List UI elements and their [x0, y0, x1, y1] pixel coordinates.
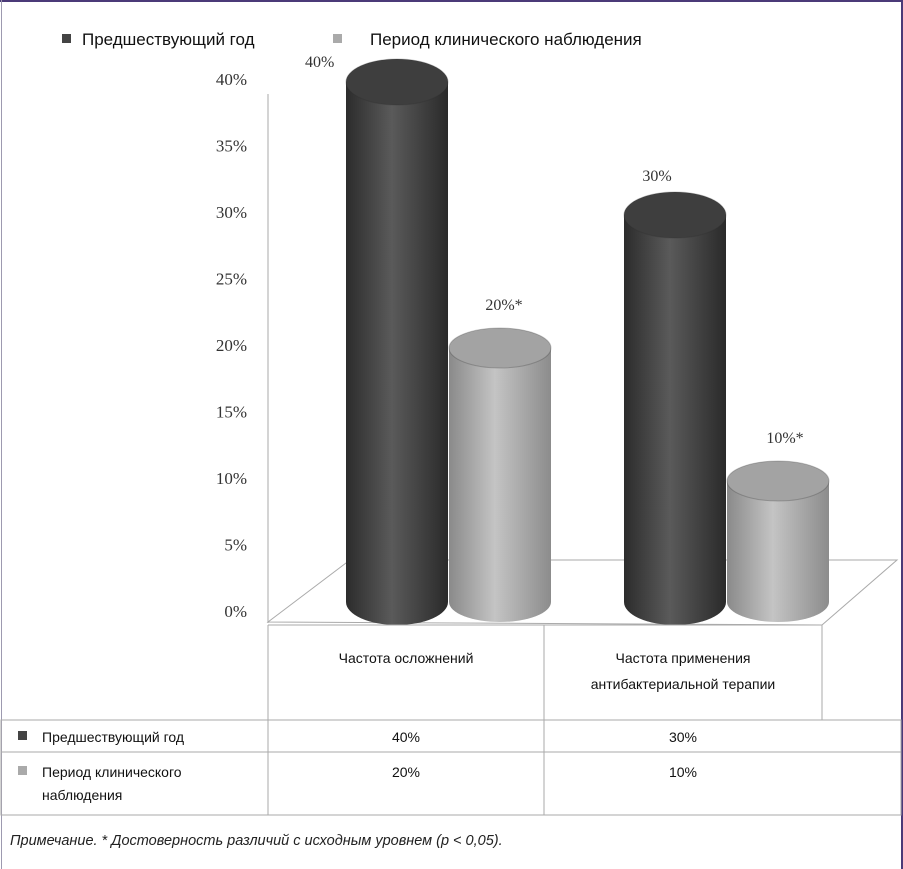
bar-body	[727, 481, 829, 622]
legend-swatch-clinical	[333, 34, 342, 43]
table-row-label-clinical-line2: наблюдения	[42, 787, 122, 803]
bar-clinical-antibiotics	[726, 460, 830, 622]
legend-label-prev-year: Предшествующий год	[82, 30, 255, 49]
y-tick-label: 35%	[216, 137, 247, 156]
bar-top	[623, 191, 727, 239]
bar-body	[449, 348, 551, 622]
data-labels: 40% 20%* 30% 10%*	[305, 54, 804, 447]
table-row-label-clinical-line1: Период клинического	[42, 764, 182, 780]
y-tick-label: 40%	[216, 70, 247, 89]
data-table: Частота осложнений Частота применения ан…	[0, 624, 902, 816]
table-cell-clinical-antibiotics: 10%	[669, 764, 697, 780]
legend-label-clinical: Период клинического наблюдения	[370, 30, 642, 49]
table-outline	[0, 719, 902, 816]
y-tick-label: 25%	[216, 270, 247, 289]
data-label-prev-year-antibiotics: 30%	[642, 168, 671, 185]
category-label-antibiotics-line1: Частота применения	[615, 650, 750, 666]
y-tick-label: 20%	[216, 336, 247, 355]
bars	[345, 58, 830, 625]
table-cell-prev-year-antibiotics: 30%	[669, 729, 697, 745]
y-tick-label: 30%	[216, 203, 247, 222]
category-label-antibiotics-line2: антибактериальной терапии	[591, 676, 775, 692]
bar-top	[726, 460, 830, 502]
table-swatch-prev-year	[18, 731, 27, 740]
y-tick-label: 0%	[224, 602, 247, 621]
table-cell-prev-year-complications: 40%	[392, 729, 420, 745]
y-tick-label: 10%	[216, 469, 247, 488]
bar-top	[345, 58, 449, 106]
bar-body	[346, 82, 448, 625]
legend: Предшествующий год Период клинического н…	[62, 30, 642, 49]
y-tick-label: 15%	[216, 403, 247, 422]
bar-clinical-complications	[448, 327, 552, 622]
category-label-complications: Частота осложнений	[339, 650, 474, 666]
table-row-label-prev-year: Предшествующий год	[42, 729, 184, 745]
data-label-prev-year-complications: 40%	[305, 54, 334, 71]
data-label-clinical-antibiotics: 10%*	[766, 430, 803, 447]
chart: Предшествующий год Период клинического н…	[0, 30, 902, 816]
bar-top	[448, 327, 552, 369]
bar-prev-year-complications	[345, 58, 449, 625]
table-swatch-clinical	[18, 766, 27, 775]
footnote: Примечание. * Достоверность различий с и…	[10, 833, 503, 849]
legend-swatch-prev-year	[62, 34, 71, 43]
y-tick-label: 5%	[224, 536, 247, 555]
y-axis: 0% 5% 10% 15% 20% 25% 30% 35% 40%	[216, 70, 269, 623]
table-cell-clinical-complications: 20%	[392, 764, 420, 780]
left-rule	[1, 0, 2, 869]
data-label-clinical-complications: 20%*	[485, 297, 522, 314]
bar-body	[624, 215, 726, 625]
bar-prev-year-antibiotics	[623, 191, 727, 625]
